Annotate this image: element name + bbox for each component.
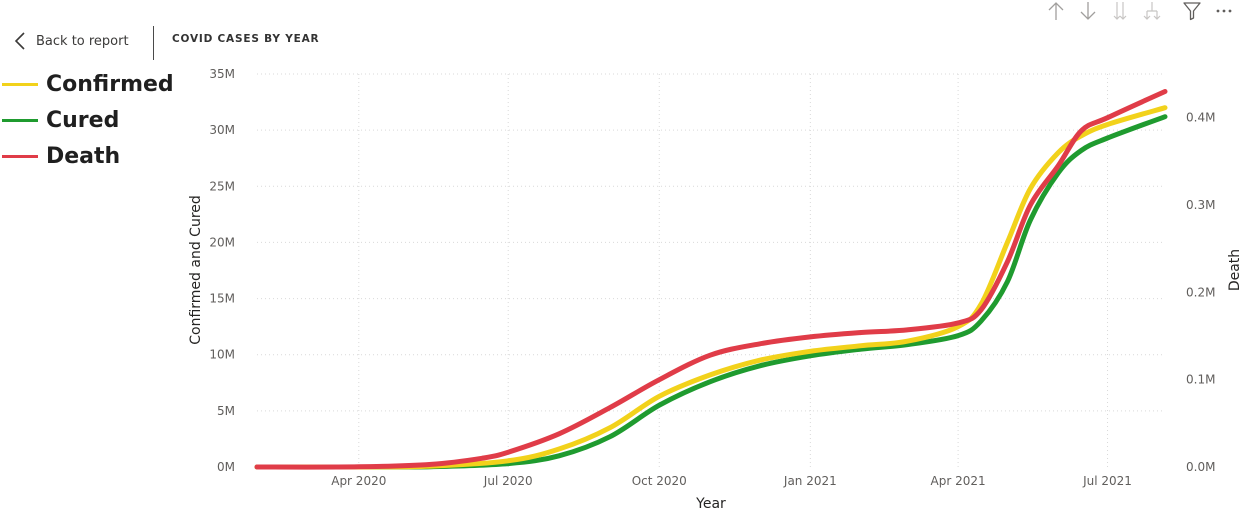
x-tick-label: Jul 2020 (483, 474, 533, 488)
y-tick-label: 35M (209, 67, 235, 81)
y2-axis-title: Death (1227, 249, 1242, 291)
legend-label-confirmed: Confirmed (46, 71, 174, 97)
back-to-report-button[interactable]: Back to report (14, 30, 129, 52)
page-title: COVID CASES BY YEAR (172, 33, 320, 45)
x-tick-label: Oct 2020 (632, 474, 687, 488)
series-line-confirmed (254, 105, 1168, 470)
back-to-report-label: Back to report (36, 33, 129, 49)
x-tick-label: Jan 2021 (783, 474, 837, 488)
y2-tick-label: 0.2M (1186, 285, 1215, 299)
series-line-cured (254, 114, 1168, 470)
y2-tick-label: 0.3M (1186, 198, 1215, 212)
y-tick-label: 10M (209, 348, 235, 362)
expand-all-down-icon[interactable] (1110, 1, 1130, 21)
legend-label-death: Death (46, 143, 121, 169)
series-line-death (254, 89, 1168, 470)
legend-swatch-death (2, 154, 38, 158)
legend-item-cured[interactable]: Cured (2, 102, 174, 138)
legend-item-death[interactable]: Death (2, 138, 174, 174)
y-tick-label: 30M (209, 123, 235, 137)
more-options-icon[interactable] (1214, 1, 1234, 21)
y2-tick-label: 0.1M (1186, 373, 1215, 387)
chevron-left-icon (14, 32, 25, 50)
visual-toolbar (1046, 0, 1234, 22)
legend-swatch-confirmed (2, 82, 38, 86)
expand-next-level-icon[interactable] (1142, 1, 1162, 21)
legend-label-cured: Cured (46, 107, 120, 133)
x-tick-label: Jul 2021 (1082, 474, 1132, 488)
y2-tick-label: 0.4M (1186, 111, 1215, 125)
y-tick-label: 15M (209, 292, 235, 306)
y-tick-label: 5M (217, 404, 235, 418)
legend-swatch-cured (2, 118, 38, 122)
legend-item-confirmed[interactable]: Confirmed (2, 66, 174, 102)
filter-icon[interactable] (1182, 1, 1202, 21)
header-divider (153, 26, 154, 60)
x-tick-label: Apr 2020 (331, 474, 386, 488)
drill-down-icon[interactable] (1078, 1, 1098, 21)
y2-tick-label: 0.0M (1186, 460, 1215, 474)
report-header: Back to report COVID CASES BY YEAR (0, 0, 1242, 64)
chart-legend: Confirmed Cured Death (2, 66, 174, 174)
y-tick-label: 20M (209, 235, 235, 249)
y-tick-label: 25M (209, 179, 235, 193)
drill-up-icon[interactable] (1046, 1, 1066, 21)
y-tick-label: 0M (217, 460, 235, 474)
x-axis-title: Year (695, 496, 726, 512)
y-axis-title: Confirmed and Cured (188, 195, 204, 345)
x-tick-label: Apr 2021 (931, 474, 986, 488)
